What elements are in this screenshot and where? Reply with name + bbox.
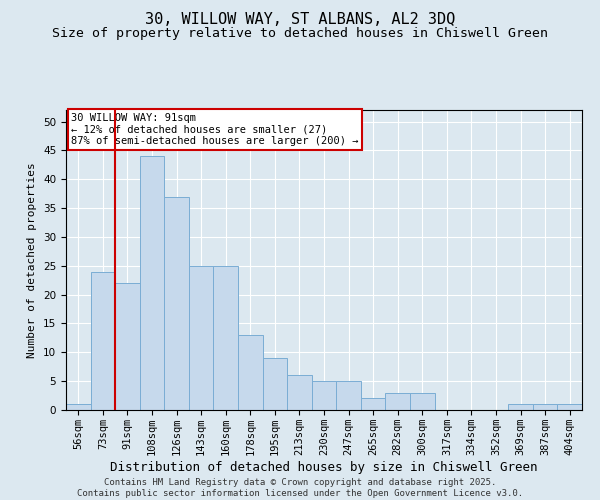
Y-axis label: Number of detached properties: Number of detached properties: [28, 162, 37, 358]
Bar: [533, 404, 557, 410]
Bar: [164, 196, 189, 410]
Bar: [557, 404, 582, 410]
Text: Contains HM Land Registry data © Crown copyright and database right 2025.
Contai: Contains HM Land Registry data © Crown c…: [77, 478, 523, 498]
Bar: [189, 266, 214, 410]
Bar: [91, 272, 115, 410]
Bar: [312, 381, 336, 410]
Bar: [410, 392, 434, 410]
Text: 30, WILLOW WAY, ST ALBANS, AL2 3DQ: 30, WILLOW WAY, ST ALBANS, AL2 3DQ: [145, 12, 455, 28]
Text: 30 WILLOW WAY: 91sqm
← 12% of detached houses are smaller (27)
87% of semi-detac: 30 WILLOW WAY: 91sqm ← 12% of detached h…: [71, 113, 359, 146]
X-axis label: Distribution of detached houses by size in Chiswell Green: Distribution of detached houses by size …: [110, 460, 538, 473]
Bar: [66, 404, 91, 410]
Bar: [263, 358, 287, 410]
Bar: [287, 376, 312, 410]
Text: Size of property relative to detached houses in Chiswell Green: Size of property relative to detached ho…: [52, 28, 548, 40]
Bar: [214, 266, 238, 410]
Bar: [508, 404, 533, 410]
Bar: [140, 156, 164, 410]
Bar: [115, 283, 140, 410]
Bar: [238, 335, 263, 410]
Bar: [385, 392, 410, 410]
Bar: [361, 398, 385, 410]
Bar: [336, 381, 361, 410]
